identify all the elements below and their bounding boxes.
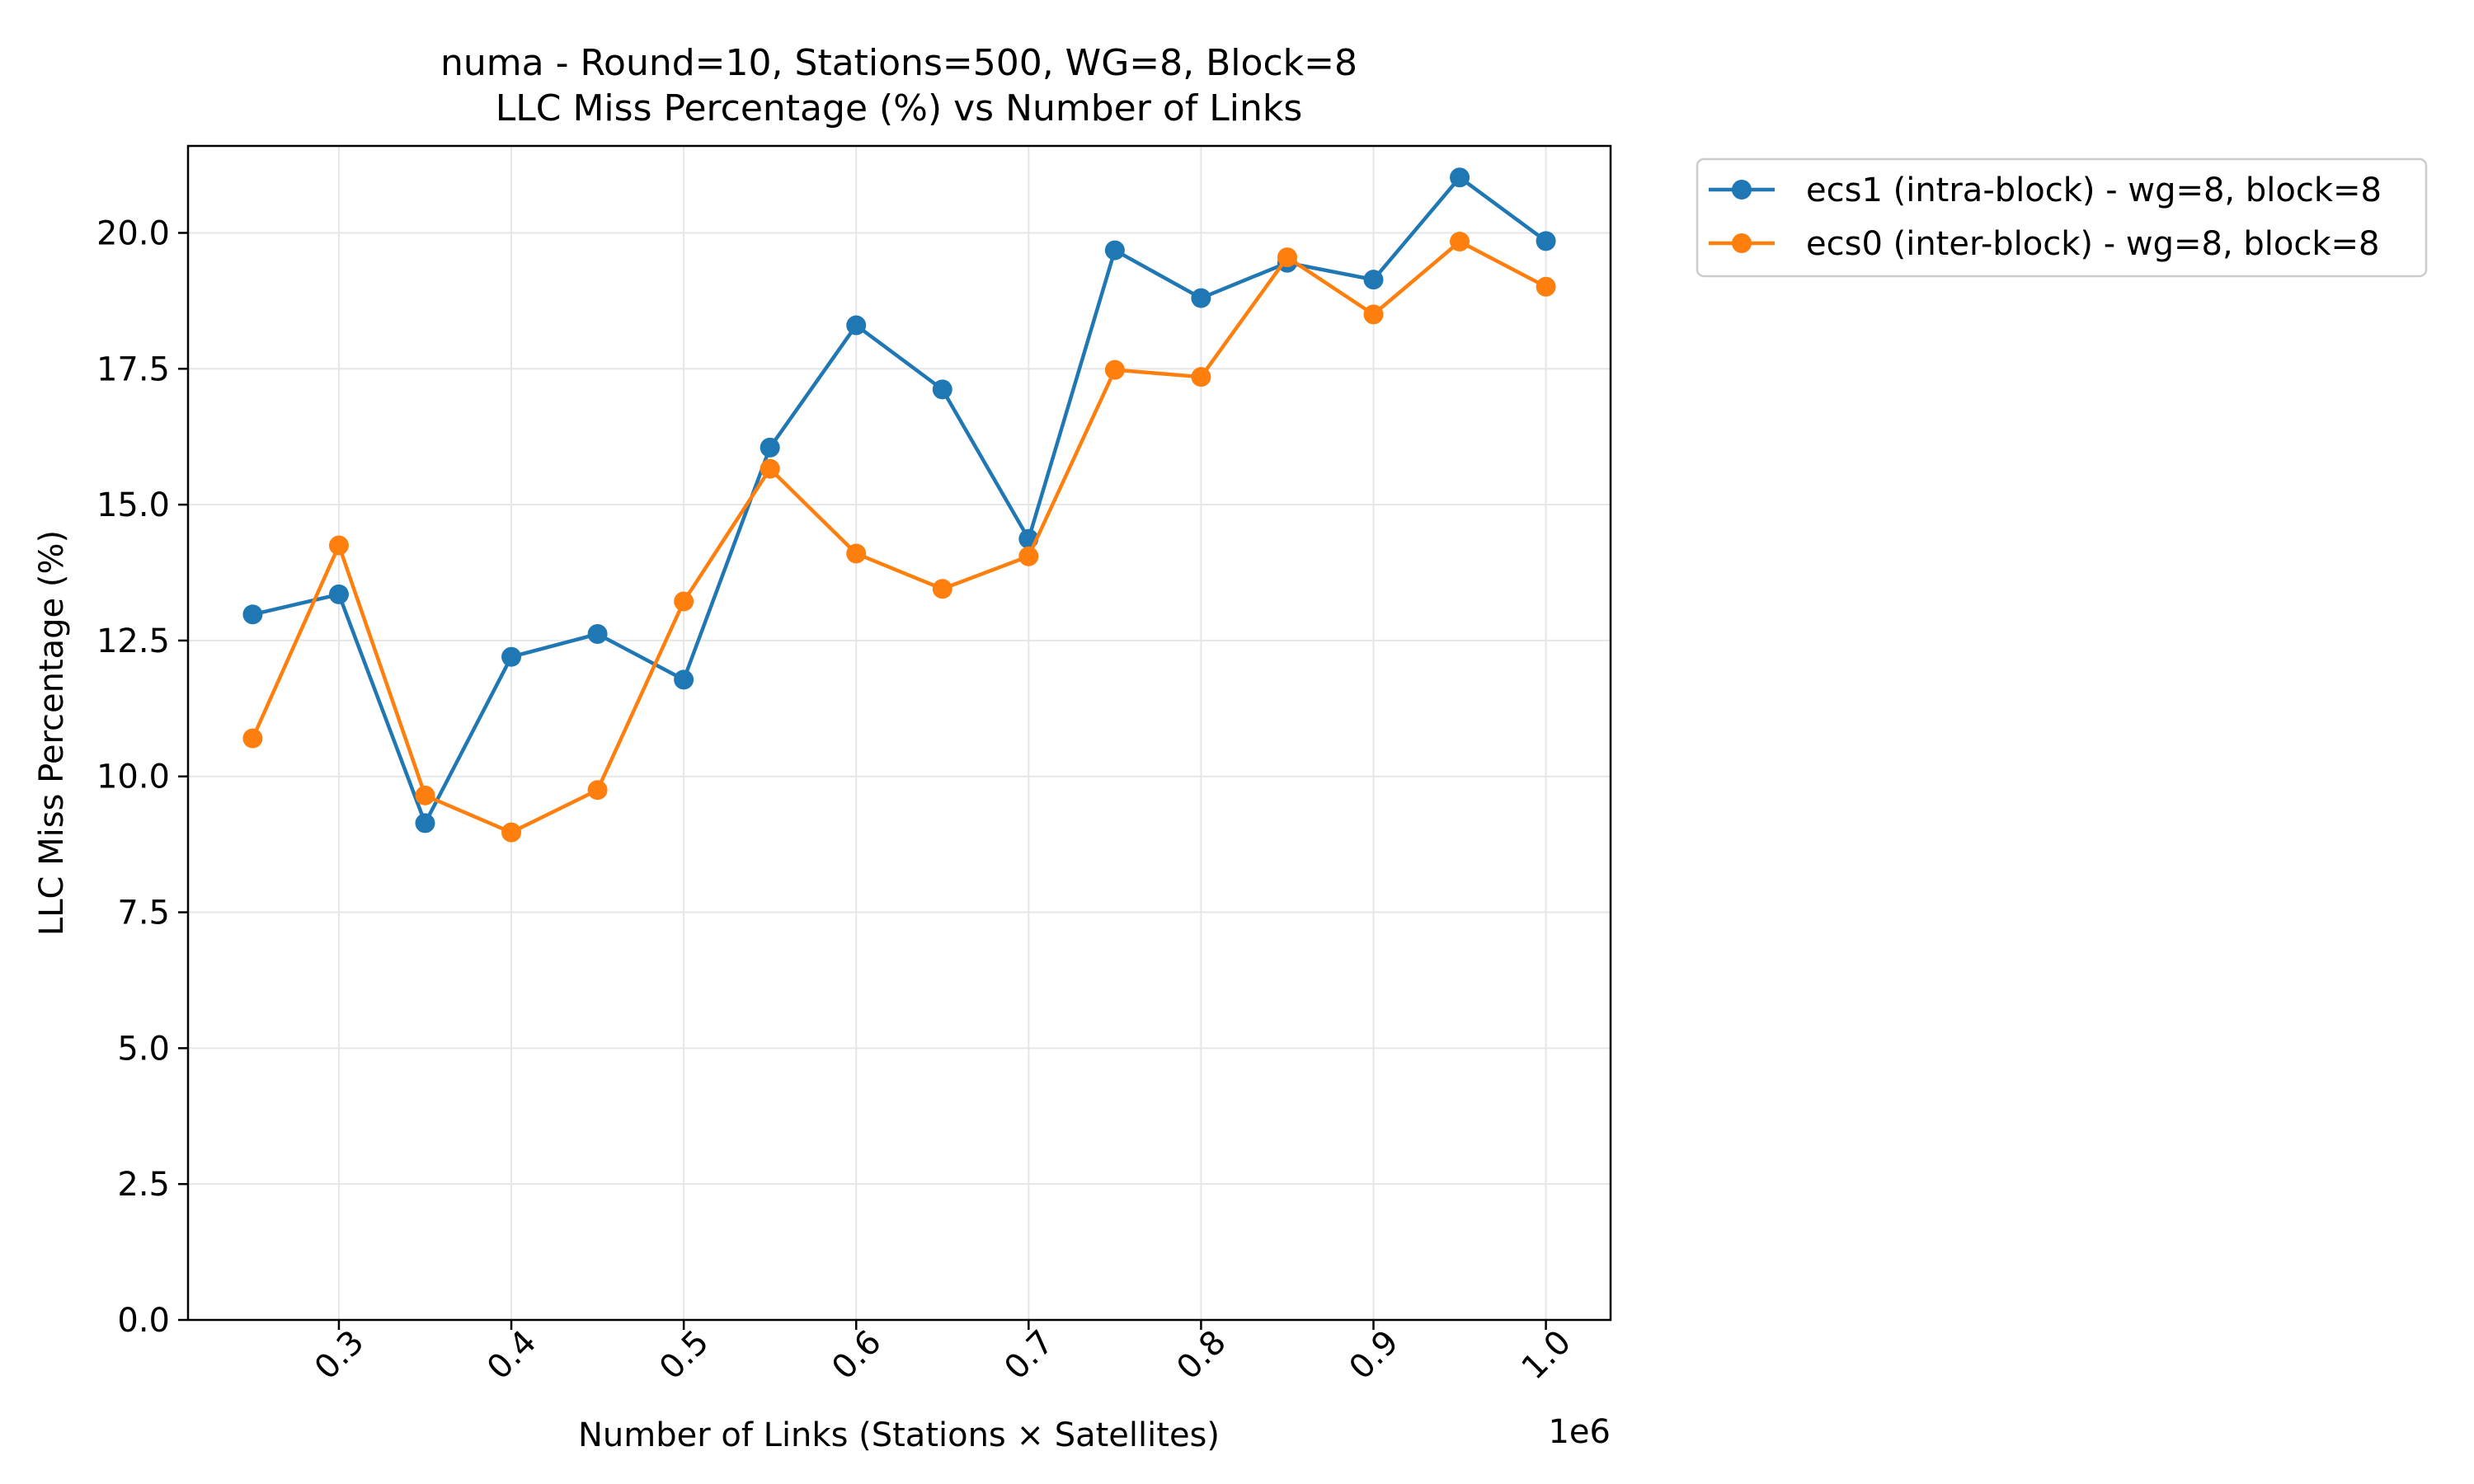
data-point-series1: [1363, 304, 1384, 325]
data-point-series1: [1536, 276, 1556, 297]
chart-title-line2: LLC Miss Percentage (%) vs Number of Lin…: [496, 87, 1303, 129]
y-tick-label: 0.0: [117, 1302, 170, 1340]
x-axis-offset-label: 1e6: [1548, 1413, 1611, 1451]
y-tick-label: 10.0: [96, 758, 170, 796]
data-point-series1: [846, 543, 867, 564]
y-tick-label: 2.5: [117, 1166, 170, 1204]
data-point-series0: [846, 315, 867, 336]
legend-marker-ecs1: [1732, 180, 1752, 200]
data-point-series0: [760, 437, 780, 458]
series-line-0: [252, 175, 1547, 825]
legend-label-ecs1: ecs1 (intra-block) - wg=8, block=8: [1806, 171, 2382, 209]
data-point-series0: [587, 624, 608, 645]
data-point-series0: [328, 584, 349, 604]
data-point-series0: [1363, 270, 1384, 290]
data-point-series1: [932, 579, 952, 599]
data-point-series0: [501, 646, 522, 667]
legend-marker-ecs0: [1732, 233, 1752, 253]
data-point-series0: [1450, 167, 1470, 188]
x-axis-label: Number of Links (Stations × Satellites): [578, 1416, 1220, 1454]
data-point-series1: [415, 785, 435, 805]
data-point-series1: [1450, 232, 1470, 252]
series-lines: [242, 167, 1556, 843]
data-point-series1: [587, 780, 608, 801]
data-point-series0: [932, 379, 952, 400]
data-point-series1: [674, 591, 694, 612]
data-point-series1: [501, 822, 522, 843]
data-point-series1: [328, 535, 349, 556]
series-line-1: [251, 239, 1547, 834]
y-tick-label: 20.0: [96, 214, 170, 252]
plot-frame: [186, 144, 1612, 1322]
y-tick-label: 15.0: [96, 486, 170, 524]
data-point-series1: [1277, 247, 1297, 268]
legend: ecs1 (intra-block) - wg=8, block=8 ecs0 …: [1696, 157, 2428, 278]
data-point-series0: [415, 813, 435, 834]
chart-title-line1: numa - Round=10, Stations=500, WG=8, Blo…: [440, 42, 1357, 84]
data-point-series1: [1104, 359, 1125, 380]
data-point-series1: [760, 458, 780, 479]
data-point-series0: [1536, 231, 1556, 251]
data-point-series0: [674, 669, 694, 690]
data-point-series1: [1018, 546, 1039, 566]
data-point-series1: [242, 728, 263, 749]
data-point-series0: [242, 604, 263, 625]
data-point-series0: [1104, 240, 1125, 261]
data-point-series1: [1191, 367, 1211, 387]
y-tick-label: 7.5: [117, 895, 170, 932]
legend-frame: [1696, 157, 2428, 278]
y-tick-label: 5.0: [117, 1030, 170, 1068]
y-tick-label: 17.5: [96, 350, 170, 388]
data-point-series0: [1191, 288, 1211, 308]
y-axis-label: LLC Miss Percentage (%): [33, 530, 71, 936]
legend-label-ecs0: ecs0 (inter-block) - wg=8, block=8: [1806, 225, 2380, 263]
y-tick-label: 12.5: [96, 622, 170, 660]
